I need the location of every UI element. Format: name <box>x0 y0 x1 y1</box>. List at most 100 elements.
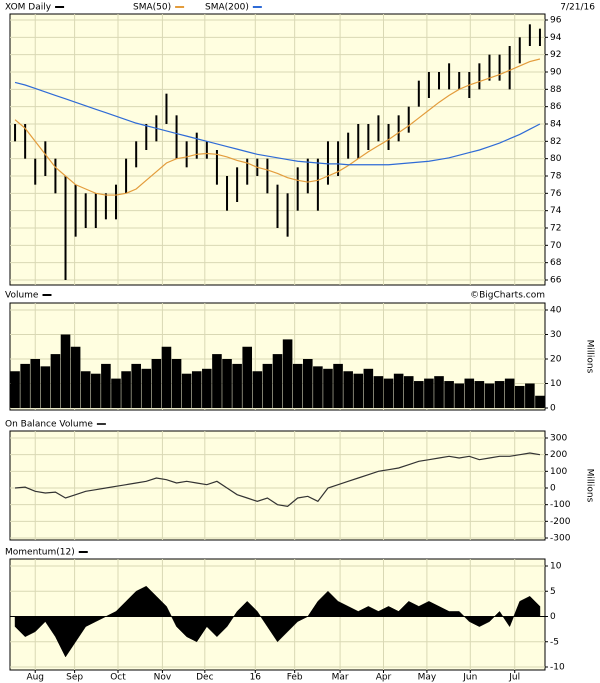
volume-bar <box>252 371 263 408</box>
price-bar <box>246 158 249 185</box>
panel-title: On Balance Volume <box>5 420 93 430</box>
volume-bar <box>323 368 333 408</box>
legend-label: SMA(50) <box>133 3 171 13</box>
price-bar <box>528 24 531 46</box>
price-bar <box>44 141 47 176</box>
price-bar <box>286 193 289 237</box>
y-tick-label: 92 <box>550 50 561 60</box>
volume-bar <box>272 354 283 408</box>
price-bar <box>135 141 138 168</box>
y-tick-label: 78 <box>550 172 562 182</box>
volume-bar <box>373 376 384 408</box>
y-tick-label: -100 <box>550 500 571 510</box>
volume-bar <box>242 346 253 408</box>
price-bar <box>266 158 269 194</box>
volume-bar <box>353 373 364 408</box>
y-tick-label: 76 <box>550 189 562 199</box>
volume-bar <box>454 383 464 408</box>
y-tick-label: 72 <box>550 224 561 234</box>
price-bar <box>438 72 441 90</box>
volume-bar <box>302 359 313 408</box>
y-tick-label: 66 <box>550 276 562 286</box>
volume-bar <box>181 373 192 408</box>
volume-bar <box>20 363 30 408</box>
x-tick-label: Oct <box>110 673 126 683</box>
x-tick-label: May <box>418 673 437 683</box>
price-bar <box>94 193 97 228</box>
volume-bar <box>101 363 111 408</box>
x-tick-label: 16 <box>250 673 262 683</box>
x-tick-label: Apr <box>376 673 392 683</box>
volume-bar <box>535 395 545 408</box>
y-tick-label: 0 <box>550 404 556 414</box>
price-bar <box>478 63 481 90</box>
y-tick-label: 88 <box>550 85 562 95</box>
x-tick-label: Jun <box>462 673 477 683</box>
volume-bar <box>292 363 303 408</box>
volume-bar <box>191 371 202 408</box>
price-bar <box>387 124 390 150</box>
y-axis-label: Millions <box>585 340 595 374</box>
legend-label: SMA(200) <box>205 3 249 13</box>
volume-bar <box>91 373 101 408</box>
volume-bar <box>484 383 495 408</box>
price-bar <box>125 158 128 194</box>
price-bar <box>276 184 279 228</box>
y-tick-label: 0 <box>550 612 556 622</box>
price-bar <box>114 184 117 220</box>
price-bar <box>427 72 430 98</box>
moving-average-line <box>14 58 541 196</box>
volume-bar <box>504 378 515 408</box>
volume-bar <box>414 381 424 408</box>
y-tick-label: 74 <box>550 206 562 216</box>
y-tick-label: 5 <box>550 587 556 597</box>
y-tick-label: -200 <box>550 517 571 527</box>
plot-area <box>9 13 546 286</box>
credit: ©BigCharts.com <box>470 291 545 301</box>
volume-bar <box>40 366 51 408</box>
y-tick-label: 300 <box>550 434 567 444</box>
price-bar <box>296 167 299 211</box>
y-tick-label: 80 <box>550 154 562 164</box>
x-tick-label: Dec <box>196 673 213 683</box>
y-tick-label: 82 <box>550 137 561 147</box>
volume-bar <box>474 381 485 408</box>
y-tick-label: 70 <box>550 241 562 251</box>
price-bar <box>54 158 57 194</box>
momentum-area <box>14 585 541 658</box>
price-bar <box>64 176 67 280</box>
volume-bar <box>403 376 414 408</box>
price-bar <box>367 124 370 150</box>
volume-bar <box>393 373 404 408</box>
price-bar <box>34 158 37 185</box>
volume-bar <box>383 378 394 408</box>
x-tick-label: Sep <box>66 673 83 683</box>
price-bar <box>337 141 340 176</box>
volume-bar <box>121 371 131 408</box>
y-tick-label: -10 <box>550 663 565 673</box>
price-bar <box>538 28 541 46</box>
price-bar <box>458 72 461 90</box>
volume-bar <box>494 381 505 408</box>
y-tick-label: -300 <box>550 534 571 544</box>
price-bar <box>195 132 198 159</box>
price-bar <box>326 141 329 185</box>
price-bar <box>205 141 208 159</box>
y-tick-label: 40 <box>550 306 562 316</box>
volume-bar <box>80 371 91 408</box>
volume-bar <box>202 368 212 408</box>
volume-bar <box>444 381 454 408</box>
moving-average-line <box>14 81 541 166</box>
volume-bar <box>222 359 232 408</box>
price-bar <box>397 115 400 142</box>
x-tick-label: Feb <box>287 673 303 683</box>
y-tick-label: 84 <box>550 120 562 130</box>
y-tick-label: 100 <box>550 467 567 477</box>
price-bar <box>185 141 188 168</box>
price-bar <box>24 124 27 159</box>
volume-bar <box>70 346 81 408</box>
x-tick-label: Mar <box>332 673 349 683</box>
volume-bar <box>131 363 141 408</box>
price-bar <box>417 80 420 107</box>
volume-bar <box>50 354 61 408</box>
